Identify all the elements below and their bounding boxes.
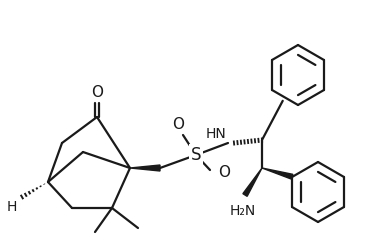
Polygon shape <box>262 168 293 179</box>
Text: H₂N: H₂N <box>230 204 256 218</box>
Text: S: S <box>191 146 201 164</box>
Text: O: O <box>91 85 103 100</box>
Text: H: H <box>7 200 17 214</box>
Polygon shape <box>243 168 262 196</box>
Text: O: O <box>172 117 184 132</box>
Text: O: O <box>218 165 230 180</box>
Text: HN: HN <box>205 127 226 141</box>
Polygon shape <box>130 165 160 171</box>
